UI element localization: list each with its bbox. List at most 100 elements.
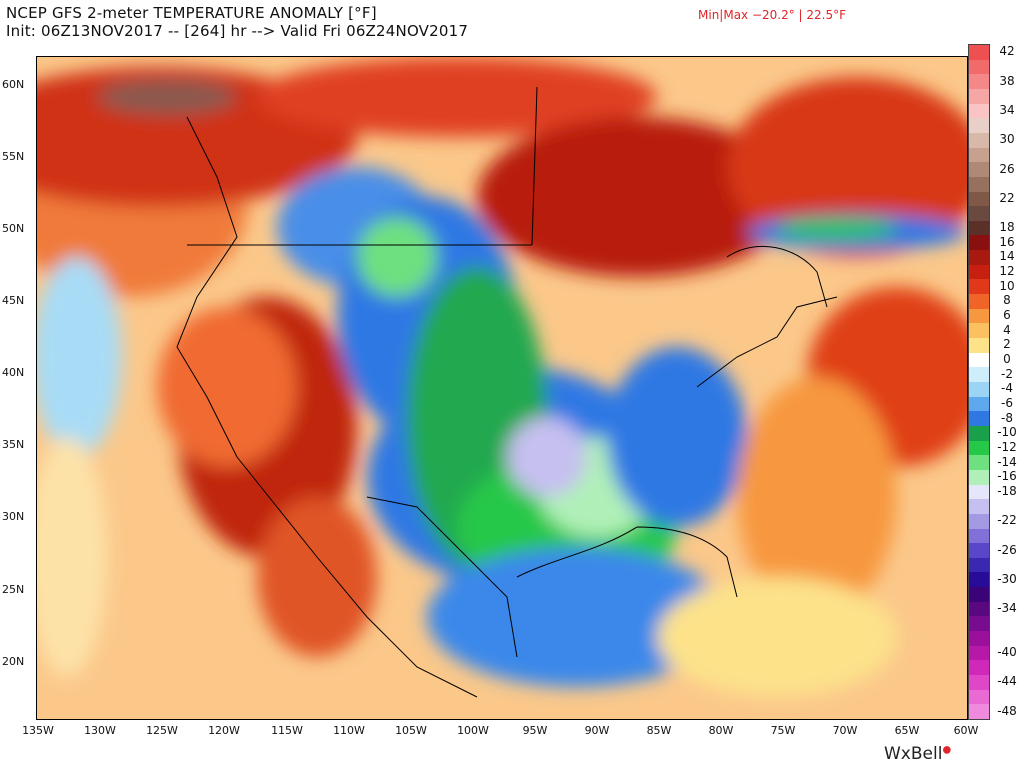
legend-label: -18 <box>997 483 1017 498</box>
legend-label: -6 <box>1001 395 1013 410</box>
legend-swatch <box>969 308 989 324</box>
legend-swatch <box>969 513 989 529</box>
legend-swatch <box>969 59 989 75</box>
legend-label: -48 <box>997 703 1017 718</box>
lon-label: 125W <box>146 724 178 737</box>
legend-label: -26 <box>997 542 1017 557</box>
legend-swatch <box>969 323 989 339</box>
legend-label: -10 <box>997 425 1017 440</box>
legend-swatch <box>969 616 989 632</box>
legend-swatch <box>969 147 989 163</box>
legend-label: 4 <box>1003 322 1011 337</box>
legend-label: 30 <box>999 132 1015 147</box>
lat-label: 35N <box>2 438 25 451</box>
legend-swatch <box>969 235 989 251</box>
min-max-readout: Min|Max −20.2° | 22.5°F <box>698 8 847 22</box>
legend-swatch <box>969 499 989 515</box>
legend-swatch <box>969 469 989 486</box>
legend-label: -8 <box>1001 410 1013 425</box>
legend-swatch <box>969 425 989 442</box>
legend-label: 26 <box>999 161 1015 176</box>
lon-label: 85W <box>646 724 672 737</box>
legend-label: 22 <box>999 190 1015 205</box>
lon-label: 120W <box>208 724 240 737</box>
legend-swatch <box>969 294 989 310</box>
lon-label: 65W <box>894 724 920 737</box>
legend-label: -2 <box>1001 366 1013 381</box>
chart-title: NCEP GFS 2-meter TEMPERATURE ANOMALY [°F… <box>6 4 377 22</box>
legend-swatch <box>969 396 989 412</box>
legend-swatch <box>969 162 989 178</box>
legend-label: 18 <box>999 220 1015 235</box>
legend-label: 8 <box>1003 293 1011 308</box>
lon-label: 115W <box>271 724 303 737</box>
lon-label: 105W <box>395 724 427 737</box>
legend-label: -4 <box>1001 381 1013 396</box>
lon-label: 135W <box>22 724 54 737</box>
legend-swatch <box>969 411 989 427</box>
legend-swatch <box>969 264 989 280</box>
lat-label: 50N <box>2 222 25 235</box>
legend-label: 42 <box>999 44 1015 59</box>
legend-swatch <box>969 601 989 617</box>
legend-label: 16 <box>999 234 1015 249</box>
legend-swatch <box>969 338 989 354</box>
legend-swatch <box>969 279 989 295</box>
legend-swatch <box>969 543 989 559</box>
lon-label: 60W <box>953 724 979 737</box>
legend-label: -22 <box>997 513 1017 528</box>
legend-swatch <box>969 572 989 588</box>
legend-label: -16 <box>997 469 1017 484</box>
legend-swatch <box>969 557 989 573</box>
legend-label: -12 <box>997 439 1017 454</box>
legend-swatch <box>969 352 989 368</box>
legend-swatch <box>969 132 989 149</box>
legend-swatch <box>969 176 989 192</box>
anomaly-map <box>36 56 968 720</box>
legend-swatch <box>969 45 989 61</box>
lat-label: 60N <box>2 78 25 91</box>
legend-label: 12 <box>999 264 1015 279</box>
legend-label: -44 <box>997 674 1017 689</box>
legend-label: -14 <box>997 454 1017 469</box>
color-legend <box>968 44 990 720</box>
lat-label: 20N <box>2 655 25 668</box>
legend-swatch <box>969 103 989 119</box>
legend-label: 10 <box>999 278 1015 293</box>
legend-label: 6 <box>1003 308 1011 323</box>
legend-label: -40 <box>997 645 1017 660</box>
lat-label: 55N <box>2 150 25 163</box>
brand-name: WxBell <box>884 744 943 764</box>
lat-label: 30N <box>2 510 25 523</box>
legend-swatch <box>969 484 989 500</box>
legend-swatch <box>969 250 989 266</box>
temperature-field <box>37 57 967 697</box>
legend-swatch <box>969 528 989 544</box>
legend-swatch <box>969 455 989 471</box>
map-canvas <box>37 57 967 719</box>
lon-label: 100W <box>457 724 489 737</box>
chart-subtitle: Init: 06Z13NOV2017 -- [264] hr --> Valid… <box>6 22 469 40</box>
legend-label: 34 <box>999 102 1015 117</box>
legend-swatch <box>969 382 989 398</box>
lon-label: 110W <box>333 724 365 737</box>
legend-swatch <box>969 367 989 383</box>
legend-swatch <box>969 587 989 603</box>
legend-swatch <box>969 206 989 222</box>
legend-swatch <box>969 704 989 720</box>
legend-swatch <box>969 118 989 134</box>
legend-swatch <box>969 645 989 661</box>
legend-label: 14 <box>999 249 1015 264</box>
legend-swatch <box>969 689 989 705</box>
lon-label: 95W <box>522 724 548 737</box>
legend-swatch <box>969 191 989 207</box>
map-borders <box>176 86 838 698</box>
lon-label: 80W <box>708 724 734 737</box>
legend-swatch <box>969 660 989 676</box>
legend-swatch <box>969 675 989 691</box>
lon-label: 70W <box>832 724 858 737</box>
legend-swatch <box>969 220 989 236</box>
lat-label: 25N <box>2 583 25 596</box>
lon-label: 75W <box>770 724 796 737</box>
brand-logo: WxBell● <box>884 744 952 764</box>
